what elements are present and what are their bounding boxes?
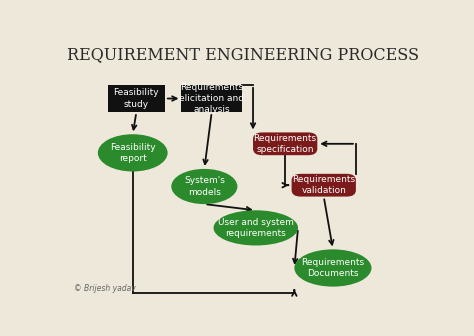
Ellipse shape: [213, 210, 298, 246]
Text: Requirements
elicitation and
analysis: Requirements elicitation and analysis: [179, 83, 244, 115]
Text: System's
models: System's models: [184, 176, 225, 197]
Text: Feasibility
report: Feasibility report: [110, 143, 155, 163]
Ellipse shape: [98, 134, 168, 171]
Text: Requirements
specification: Requirements specification: [254, 134, 317, 154]
FancyBboxPatch shape: [292, 174, 356, 197]
Ellipse shape: [171, 169, 237, 204]
Text: © Brijesh yadav: © Brijesh yadav: [74, 284, 136, 293]
FancyBboxPatch shape: [253, 132, 317, 155]
Text: User and system
requirements: User and system requirements: [218, 218, 294, 238]
Text: REQUIREMENT ENGINEERING PROCESS: REQUIREMENT ENGINEERING PROCESS: [67, 46, 419, 63]
Text: Requirements
Documents: Requirements Documents: [301, 258, 365, 278]
FancyBboxPatch shape: [182, 85, 242, 112]
FancyBboxPatch shape: [108, 85, 165, 112]
Text: Feasibility
study: Feasibility study: [114, 88, 159, 109]
Ellipse shape: [294, 249, 372, 287]
Text: Requirements
validation: Requirements validation: [292, 175, 356, 196]
